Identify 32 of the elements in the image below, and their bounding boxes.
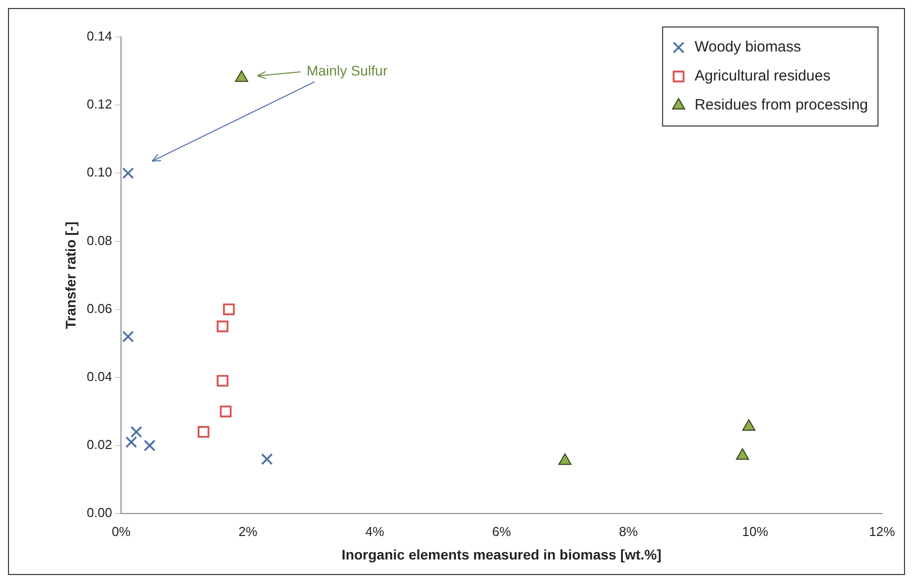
legend-label: Woody biomass bbox=[694, 38, 802, 56]
x-tick-label: 8% bbox=[618, 524, 638, 539]
legend-label: Agricultural residues bbox=[694, 68, 830, 85]
point bbox=[216, 374, 228, 387]
y-tick-label: 0.00 bbox=[86, 505, 112, 520]
point bbox=[223, 303, 235, 316]
y-tick-label: 0.02 bbox=[86, 437, 112, 452]
y-tick-label: 0.04 bbox=[86, 369, 112, 384]
y-tick-label: 0.12 bbox=[86, 96, 112, 112]
x-axis-title: Inorganic elements measured in biomass [wt.%] bbox=[342, 546, 662, 562]
x-tick-label: 6% bbox=[492, 524, 512, 539]
x-tick-label: 4% bbox=[365, 524, 385, 539]
annotation: Mainly Sulfur bbox=[306, 62, 388, 79]
point bbox=[220, 406, 232, 418]
y-tick-label: 0.10 bbox=[86, 164, 112, 180]
point bbox=[122, 167, 134, 180]
y-tick-label: 0.14 bbox=[86, 28, 112, 44]
x-tick-label: 10% bbox=[742, 524, 769, 539]
point bbox=[130, 426, 142, 438]
x-tick-label: 12% bbox=[868, 524, 896, 539]
y-tick-label: 0.06 bbox=[86, 300, 112, 316]
point bbox=[122, 330, 134, 342]
legend-label: Residues from processing bbox=[694, 96, 868, 114]
y-tick-label: 0.08 bbox=[86, 232, 112, 248]
point bbox=[125, 436, 138, 448]
y-axis-title: Transfer ratio [-] bbox=[62, 222, 78, 329]
x-tick-label: 2% bbox=[238, 524, 258, 539]
point bbox=[261, 453, 273, 465]
x-tick-label: 0% bbox=[112, 524, 131, 539]
point bbox=[216, 320, 228, 332]
point bbox=[144, 440, 156, 452]
point bbox=[198, 426, 210, 438]
